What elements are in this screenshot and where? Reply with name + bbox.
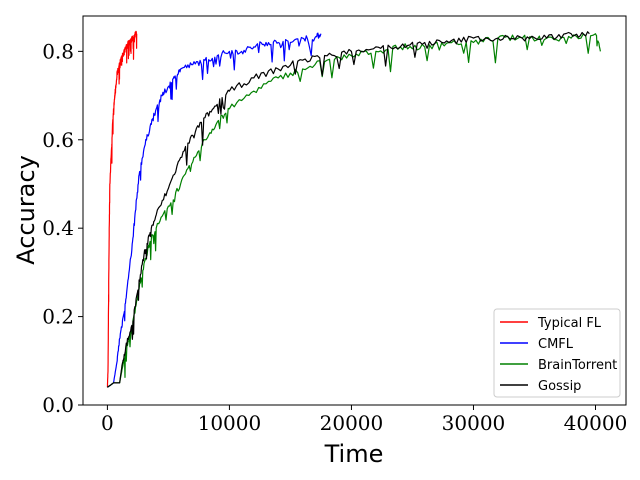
- y-tick-label: 0.2: [42, 305, 74, 329]
- y-tick-label: 0.8: [42, 39, 74, 63]
- legend-label: BrainTorrent: [538, 358, 617, 373]
- legend-box: [493, 308, 621, 398]
- x-axis-label: Time: [324, 440, 384, 468]
- y-axis-label: Accuracy: [12, 155, 40, 265]
- x-tick-label: 0: [101, 411, 114, 435]
- x-tick-label: 30000: [442, 411, 506, 435]
- y-tick-label: 0.0: [42, 393, 74, 417]
- y-tick-label: 0.4: [42, 216, 74, 240]
- series-line-cmfl: [107, 32, 322, 388]
- legend-label: Typical FL: [537, 316, 602, 331]
- ticks-layer: 0 10000 20000 30000 40000 0.0 0.2 0.4 0.6 0.8: [42, 39, 627, 435]
- x-tick-label: 10000: [198, 411, 262, 435]
- series-line-gossip: [107, 31, 590, 388]
- y-tick-label: 0.6: [42, 128, 74, 152]
- legend-label: Gossip: [538, 379, 581, 394]
- legend-label: CMFL: [538, 337, 574, 352]
- series-layer: [106, 30, 601, 388]
- series-line-typical-fl: [106, 30, 138, 388]
- x-tick-label: 40000: [564, 411, 628, 435]
- x-tick-label: 20000: [320, 411, 384, 435]
- legend: Typical FL CMFL BrainTorrent Gossip: [493, 308, 621, 398]
- plot-frame: [82, 15, 627, 406]
